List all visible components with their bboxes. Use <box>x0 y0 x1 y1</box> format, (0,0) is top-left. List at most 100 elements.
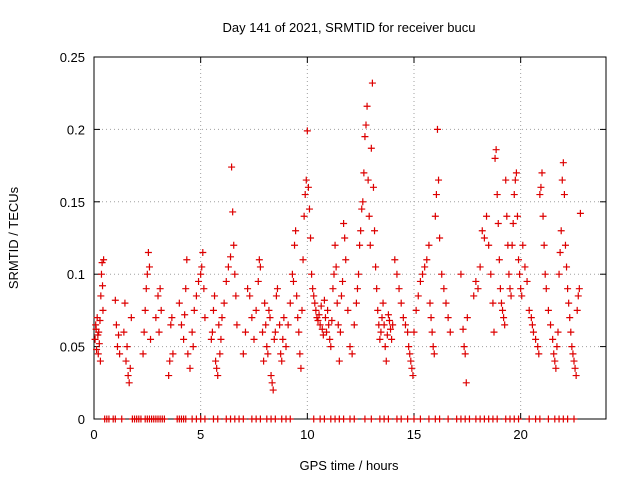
data-point <box>299 256 307 264</box>
data-point <box>296 350 304 358</box>
data-point <box>315 311 323 319</box>
data-point <box>268 379 276 387</box>
data-point <box>112 321 120 329</box>
data-point <box>459 325 467 333</box>
data-point <box>505 270 513 278</box>
data-point <box>250 335 258 343</box>
y-tick-label: 0.2 <box>67 122 85 137</box>
zero-data-point <box>570 415 578 423</box>
y-tick-label: 0.15 <box>60 195 85 210</box>
y-tick-label: 0.25 <box>60 50 85 65</box>
zero-data-point <box>111 415 119 423</box>
data-point <box>280 314 288 322</box>
data-point <box>350 321 358 329</box>
data-point <box>252 306 260 314</box>
data-point <box>428 328 436 336</box>
data-point <box>570 357 578 365</box>
data-point <box>555 270 563 278</box>
data-point <box>307 234 315 242</box>
zero-data-point <box>201 415 209 423</box>
zero-data-point <box>525 415 533 423</box>
data-point <box>476 263 484 271</box>
data-point <box>376 335 384 343</box>
data-point <box>316 321 324 329</box>
data-point <box>334 321 342 329</box>
data-point <box>331 241 339 249</box>
data-point <box>97 292 105 300</box>
data-point <box>96 317 104 325</box>
data-point <box>211 292 219 300</box>
zero-data-point <box>444 415 452 423</box>
data-point <box>382 357 390 365</box>
data-point <box>557 227 565 235</box>
data-point <box>182 285 190 293</box>
data-point <box>537 183 545 191</box>
data-point <box>427 314 435 322</box>
data-point <box>527 314 535 322</box>
data-point <box>508 241 516 249</box>
data-point <box>293 292 301 300</box>
data-point <box>430 350 438 358</box>
data-point <box>501 321 509 329</box>
data-point <box>389 321 397 329</box>
zero-data-point <box>182 415 190 423</box>
data-point <box>218 314 226 322</box>
data-point <box>431 212 439 220</box>
data-point <box>496 285 504 293</box>
data-point <box>213 364 221 372</box>
data-point <box>491 154 499 162</box>
data-point <box>188 328 196 336</box>
data-point <box>525 306 533 314</box>
data-point <box>145 263 153 271</box>
data-point <box>497 299 505 307</box>
data-point <box>395 285 403 293</box>
data-point <box>534 343 542 351</box>
data-point <box>381 343 389 351</box>
data-point <box>328 317 336 325</box>
data-point <box>383 331 391 339</box>
data-point <box>231 270 239 278</box>
data-point <box>419 270 427 278</box>
data-point <box>518 292 526 300</box>
zero-data-point <box>404 415 412 423</box>
data-point <box>227 253 235 261</box>
zero-data-point <box>310 415 318 423</box>
data-point <box>360 169 368 177</box>
data-point <box>241 328 249 336</box>
data-point <box>292 227 300 235</box>
data-point <box>229 208 237 216</box>
data-points-layer <box>91 79 584 423</box>
data-point <box>169 350 177 358</box>
data-point <box>279 335 287 343</box>
data-point <box>359 198 367 206</box>
data-point <box>302 176 310 184</box>
zero-data-point <box>536 415 544 423</box>
data-point <box>391 256 399 264</box>
data-point <box>332 263 340 271</box>
zero-data-point <box>320 415 328 423</box>
data-point <box>177 321 185 329</box>
data-point <box>325 321 333 329</box>
zero-data-point <box>350 415 358 423</box>
data-point <box>327 343 335 351</box>
zero-data-point <box>465 415 473 423</box>
data-point <box>416 277 424 285</box>
data-point <box>542 285 550 293</box>
x-axis-label: GPS time / hours <box>300 458 399 473</box>
data-point <box>300 212 308 220</box>
data-point <box>553 343 561 351</box>
data-point <box>529 328 537 336</box>
data-point <box>365 212 373 220</box>
data-point <box>264 350 272 358</box>
data-point <box>446 328 454 336</box>
data-point <box>304 183 312 191</box>
data-point <box>502 176 510 184</box>
zero-data-point <box>493 415 501 423</box>
data-point <box>209 306 217 314</box>
data-point <box>259 328 267 336</box>
zero-data-point <box>340 415 348 423</box>
data-point <box>180 335 188 343</box>
data-point <box>346 343 354 351</box>
x-tick-label: 20 <box>513 427 527 442</box>
data-point <box>254 277 262 285</box>
